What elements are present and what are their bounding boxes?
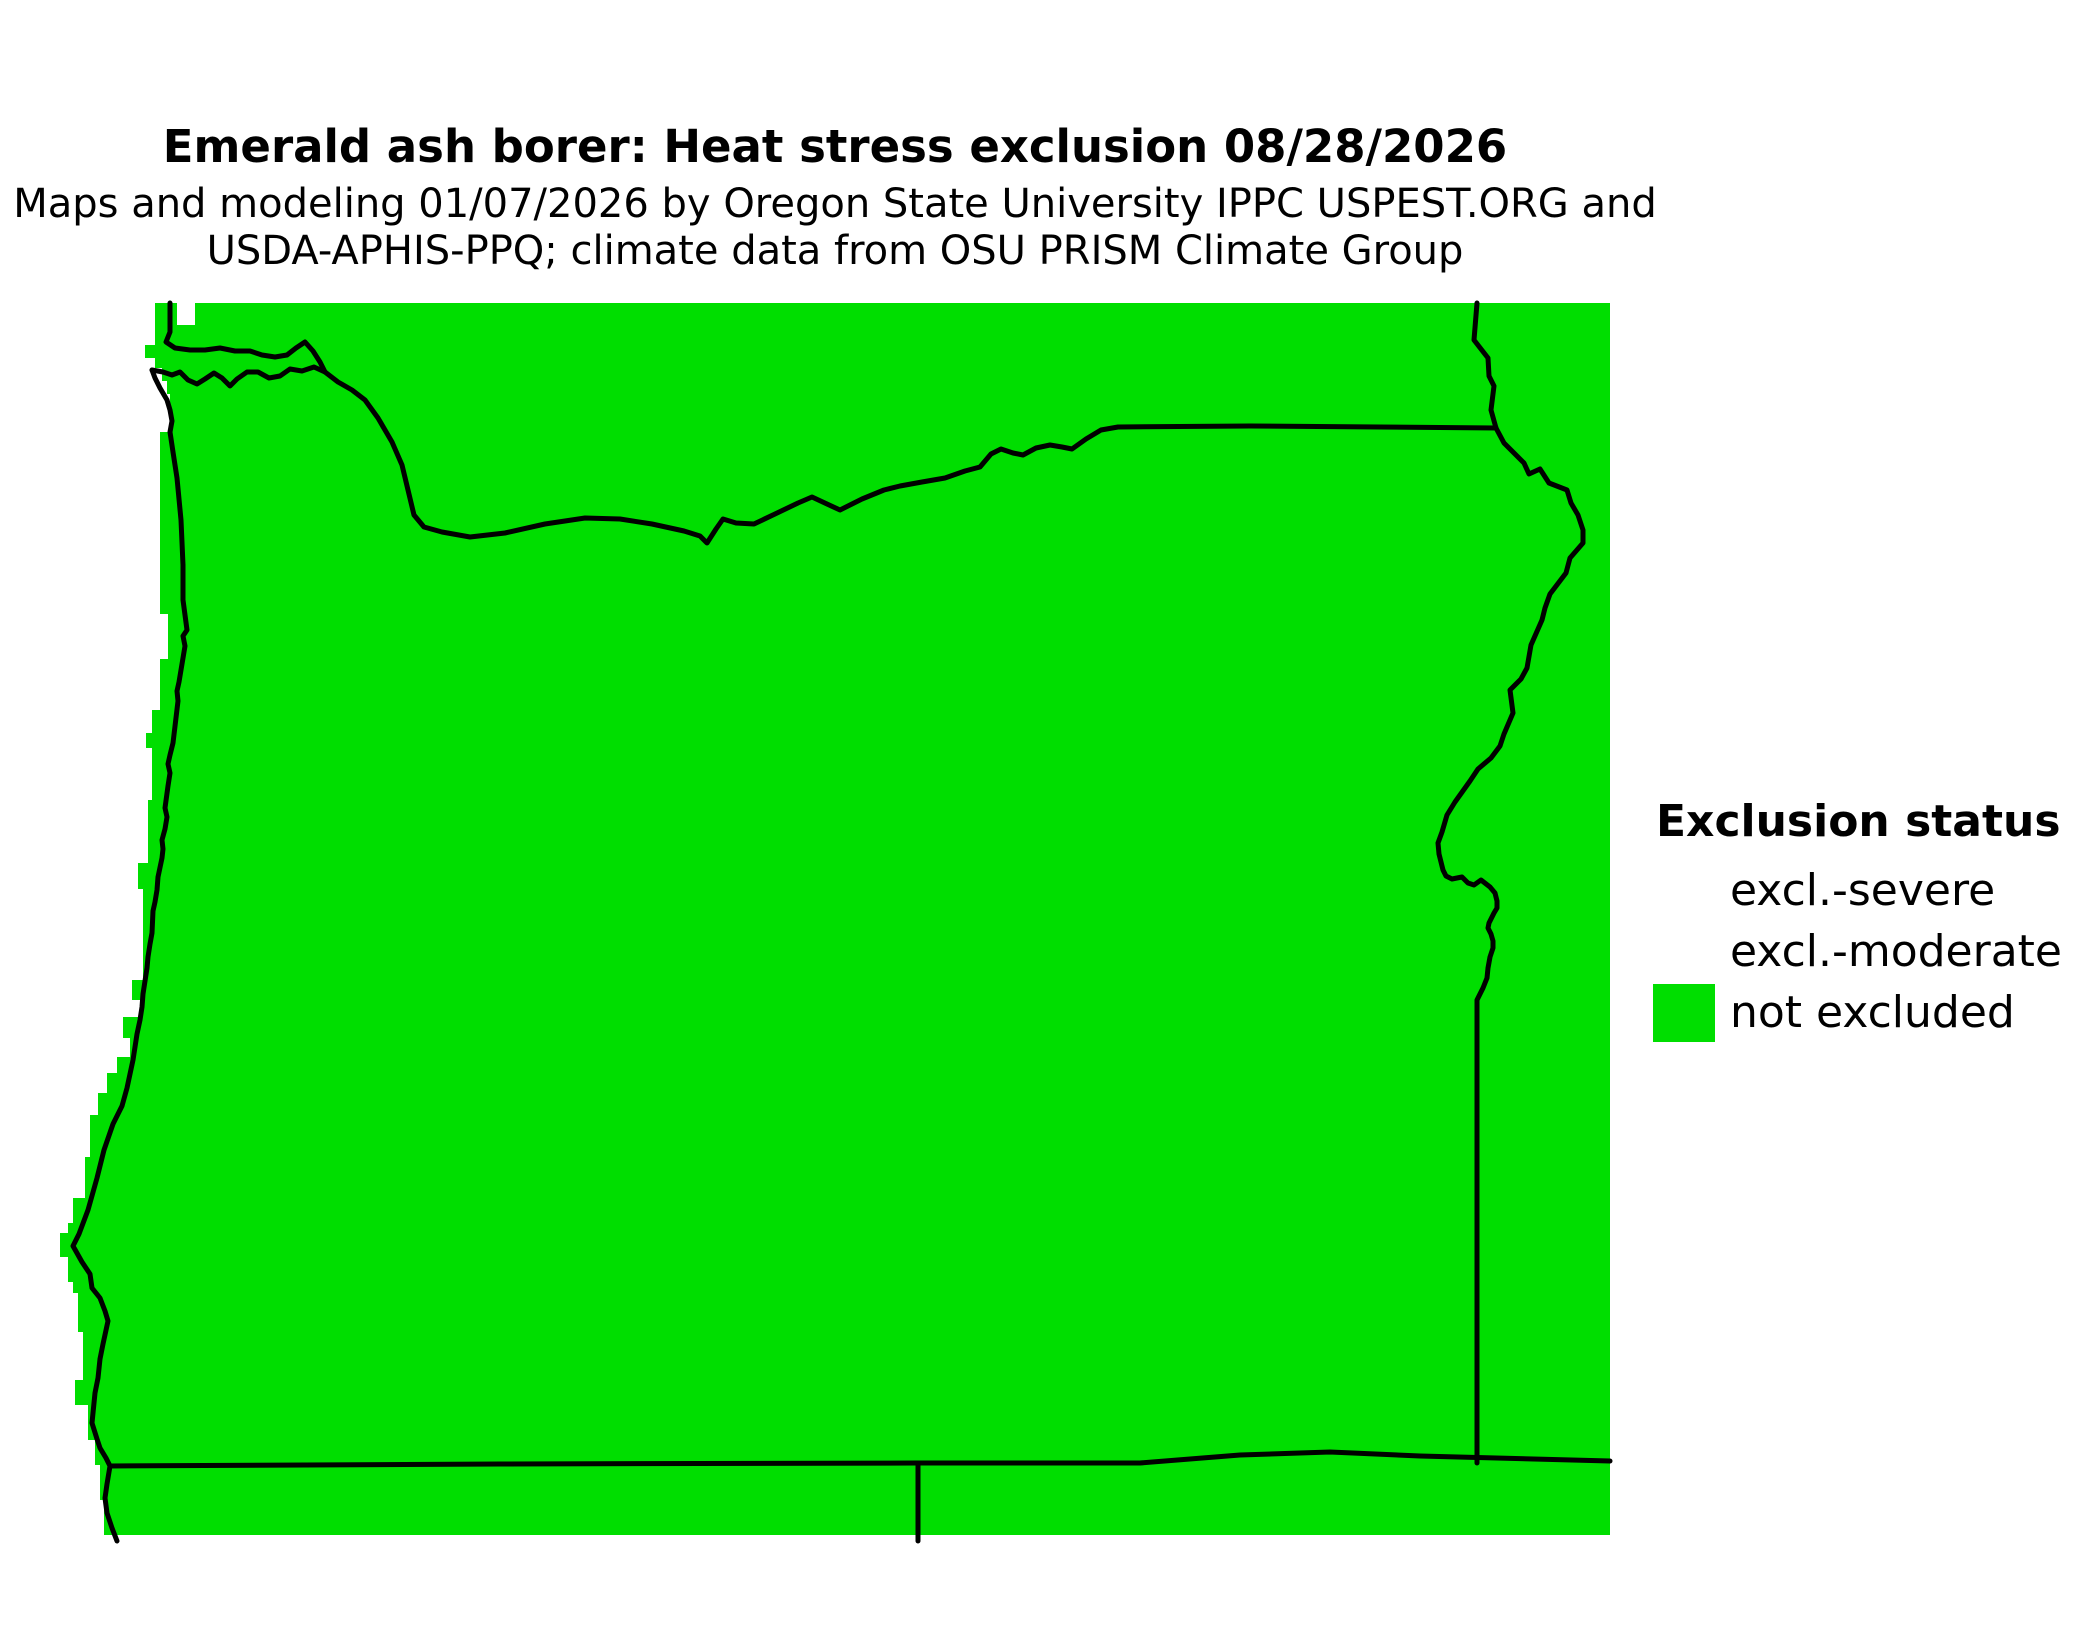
legend-label-excl-moderate: excl.-moderate xyxy=(1730,926,2062,977)
not-excluded-region xyxy=(60,303,1610,1535)
legend-label-not-excluded: not excluded xyxy=(1730,987,2015,1038)
map-subtitle: Maps and modeling 01/07/2026 by Oregon S… xyxy=(0,181,1670,275)
legend-swatch-excl-severe xyxy=(1653,862,1715,920)
legend-swatch-not-excluded xyxy=(1653,984,1715,1042)
border-washington-idaho xyxy=(1471,300,1499,431)
legend-item-excl-moderate: excl.-moderate xyxy=(1653,923,2062,981)
legend-swatch-excl-moderate xyxy=(1653,923,1715,981)
subtitle-line-1: Maps and modeling 01/07/2026 by Oregon S… xyxy=(13,181,1657,227)
border-pacific-coastline xyxy=(70,367,190,1544)
legend-item-not-excluded: not excluded xyxy=(1653,984,2062,1042)
legend-label-excl-severe: excl.-severe xyxy=(1730,865,1996,916)
subtitle-line-2: USDA-APHIS-PPQ; climate data from OSU PR… xyxy=(206,228,1464,274)
legend-heading: Exclusion status xyxy=(1656,796,2061,847)
page-title: Emerald ash borer: Heat stress exclusion… xyxy=(162,120,1508,173)
border-oregon-california-nevada xyxy=(107,1449,1613,1469)
border-oregon-idaho-snake-river xyxy=(1435,425,1586,1466)
border-oregon-washington-columbia xyxy=(149,364,1499,546)
exclusion-status-legend: Exclusion status excl.-severe excl.-mode… xyxy=(1653,795,2062,1045)
border-columbia-river-north-bank xyxy=(163,300,328,375)
legend-item-excl-severe: excl.-severe xyxy=(1653,862,2062,920)
